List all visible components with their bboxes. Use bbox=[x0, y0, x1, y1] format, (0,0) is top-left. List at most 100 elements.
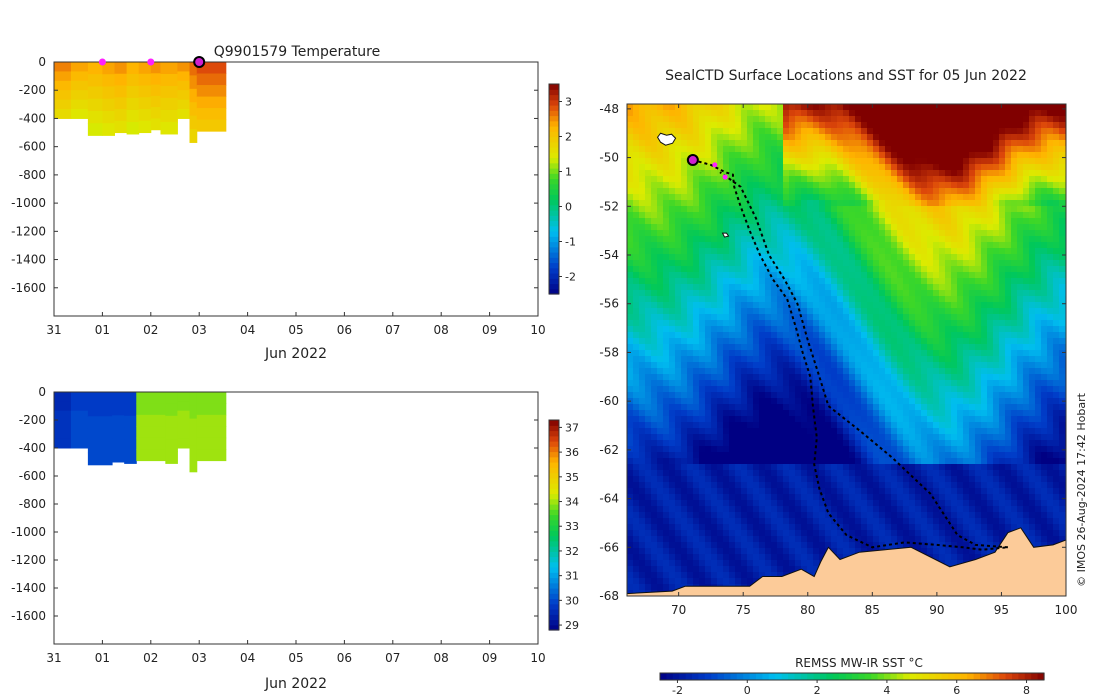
heatmap-cell bbox=[87, 86, 103, 100]
temperature-y-ticks: 0 -200 -400 -600 -800 -1000 -1200 -1400 -1600 bbox=[11, 55, 538, 295]
colorbar-swatch bbox=[549, 178, 559, 185]
heatmap-cell bbox=[114, 120, 128, 134]
colorbar-swatch bbox=[549, 483, 559, 489]
y-tick-label: -800 bbox=[19, 168, 46, 182]
colorbar-swatch bbox=[549, 273, 559, 279]
salinity-x-label: Jun 2022 bbox=[264, 676, 327, 692]
location-marker bbox=[712, 162, 718, 168]
heatmap-cell bbox=[70, 109, 89, 119]
map-y-tick-label: -62 bbox=[599, 443, 619, 457]
heatmap-cell bbox=[189, 88, 198, 103]
y-tick-label: -200 bbox=[19, 413, 46, 427]
heatmap-cell bbox=[196, 403, 227, 416]
colorbar-swatch bbox=[549, 267, 559, 274]
heatmap-cell bbox=[124, 451, 137, 464]
x-tick-label: 08 bbox=[434, 651, 449, 665]
heatmap-cell bbox=[150, 118, 161, 131]
heatmap-cell bbox=[112, 427, 125, 440]
heatmap-cell bbox=[54, 420, 72, 430]
imos-credit: © IMOS 26-Aug-2024 17:42 Hobart bbox=[1075, 392, 1088, 586]
sst-colorbar-swatch bbox=[685, 673, 693, 680]
sst-colorbar-swatch bbox=[813, 673, 821, 680]
y-tick-label: 0 bbox=[38, 55, 46, 69]
heatmap-cell bbox=[160, 97, 178, 111]
heatmap-cell bbox=[102, 123, 115, 136]
sst-colorbar-frame bbox=[659, 672, 1045, 681]
heatmap-cell bbox=[126, 85, 140, 99]
heatmap-cell bbox=[54, 62, 72, 72]
colorbar-swatch bbox=[549, 624, 559, 631]
colorbar-swatch bbox=[549, 472, 559, 479]
y-tick-label: -800 bbox=[19, 497, 46, 511]
colorbar-swatch bbox=[549, 572, 559, 579]
colorbar-swatch bbox=[549, 89, 559, 96]
heatmap-cell bbox=[124, 403, 137, 417]
heatmap-cell bbox=[70, 429, 89, 440]
heatmap-cell bbox=[136, 403, 166, 416]
colorbar-swatch bbox=[549, 582, 559, 589]
coastline bbox=[627, 527, 1066, 595]
heatmap-cell bbox=[138, 73, 152, 87]
heatmap-cell bbox=[87, 452, 113, 466]
sst-colorbar-swatch bbox=[775, 673, 783, 680]
heatmap-cell bbox=[70, 90, 89, 101]
sst-colorbar-swatch bbox=[781, 673, 789, 680]
x-tick-label: 31 bbox=[46, 651, 61, 665]
heatmap-cell bbox=[160, 85, 178, 99]
sst-colorbar: -2 0 2 4 6 8 bbox=[659, 672, 1045, 697]
sst-colorbar-swatch bbox=[839, 673, 847, 680]
sst-colorbar-swatch bbox=[736, 673, 744, 680]
heatmap-cell bbox=[189, 431, 198, 446]
sst-colorbar-swatch bbox=[948, 673, 955, 680]
heatmap-cell bbox=[177, 438, 191, 449]
heatmap-cell bbox=[196, 85, 227, 98]
heatmap-cell bbox=[177, 71, 191, 82]
x-tick-label: 01 bbox=[95, 323, 110, 337]
heatmap-cell bbox=[87, 98, 103, 112]
heatmap-cell bbox=[102, 110, 115, 124]
heatmap-cell bbox=[189, 405, 198, 420]
colorbar-swatch bbox=[549, 514, 559, 521]
colorbar-swatch bbox=[549, 556, 559, 563]
colorbar-swatch bbox=[549, 425, 559, 432]
heatmap-cell bbox=[150, 73, 161, 86]
colorbar-swatch bbox=[549, 194, 559, 201]
sst-colorbar-tick-label: 4 bbox=[883, 684, 890, 697]
heatmap-cell bbox=[87, 110, 103, 124]
colorbar-swatch bbox=[549, 246, 559, 253]
map-y-tick-label: -58 bbox=[599, 345, 619, 359]
y-tick-label: -1000 bbox=[11, 525, 46, 539]
colorbar-swatch bbox=[549, 493, 559, 500]
heatmap-cell bbox=[177, 410, 191, 421]
colorbar-frame bbox=[548, 83, 560, 295]
heatmap-cell bbox=[136, 437, 166, 450]
colorbar-swatch bbox=[549, 141, 559, 148]
heatmap-cell bbox=[87, 440, 113, 454]
sst-colorbar-swatch bbox=[768, 673, 776, 680]
heatmap-cell bbox=[87, 62, 103, 75]
x-tick-label: 08 bbox=[434, 323, 449, 337]
colorbar-swatch bbox=[549, 152, 559, 159]
colorbar-swatch bbox=[549, 430, 559, 437]
colorbar-tick-label: 36 bbox=[565, 446, 579, 459]
heatmap-cell bbox=[165, 403, 178, 417]
heatmap-cell bbox=[54, 109, 72, 119]
heatmap-cell bbox=[177, 99, 191, 110]
heard-island bbox=[721, 232, 730, 238]
map-y-tick-label: -60 bbox=[599, 394, 619, 408]
sst-colorbar-swatch bbox=[666, 673, 674, 680]
colorbar-swatch bbox=[549, 535, 559, 542]
map-x-tick-label: 85 bbox=[865, 603, 880, 617]
colorbar-swatch bbox=[549, 262, 559, 269]
heatmap-cell bbox=[114, 62, 128, 75]
map-y-tick-label: -54 bbox=[599, 248, 619, 262]
heatmap-cell bbox=[196, 108, 227, 121]
heatmap-cell bbox=[114, 85, 128, 98]
colorbar-swatch bbox=[549, 241, 559, 248]
sst-colorbar-swatch bbox=[896, 673, 904, 680]
sst-colorbar-swatch bbox=[794, 673, 802, 680]
heatmap-cell bbox=[177, 429, 191, 440]
sst-colorbar-swatch bbox=[826, 673, 834, 680]
heatmap-cell bbox=[136, 426, 166, 439]
sst-colorbar-swatch bbox=[749, 673, 757, 680]
